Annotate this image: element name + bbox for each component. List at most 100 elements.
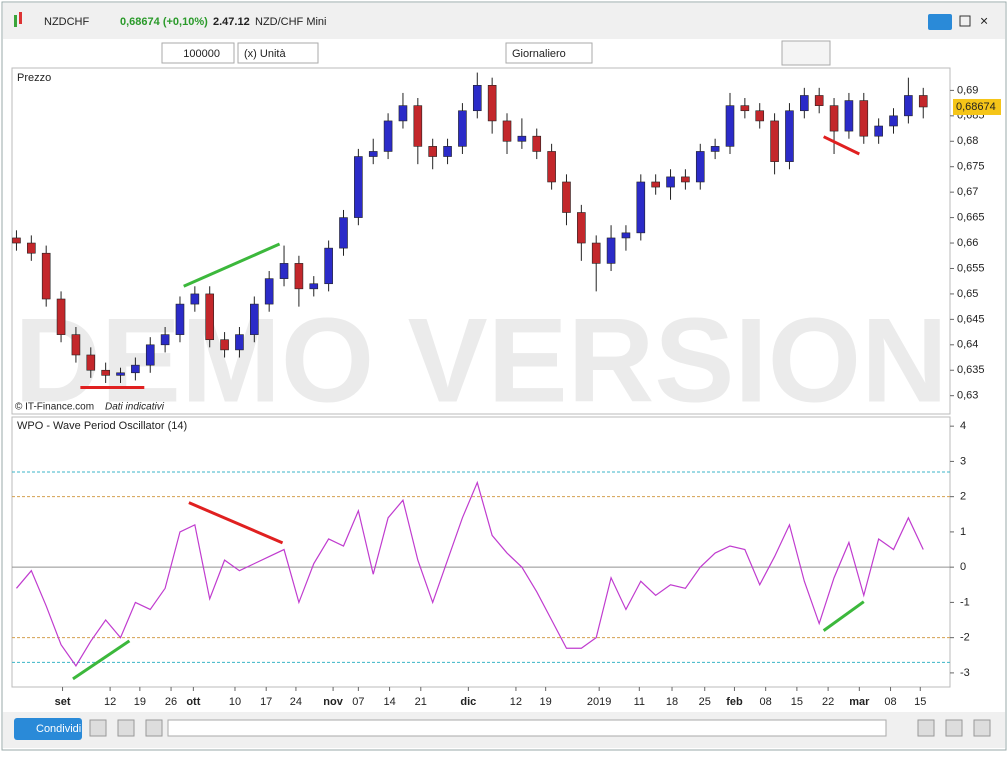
symbol-icon xyxy=(14,15,17,27)
share-button[interactable] xyxy=(14,718,82,740)
candle-body xyxy=(829,105,839,132)
keyboard-button[interactable] xyxy=(928,14,952,30)
candle-body xyxy=(27,242,36,254)
watermark: DEMO VERSION xyxy=(14,294,947,428)
candle-body xyxy=(755,110,765,122)
x-tick-label: 24 xyxy=(290,696,302,708)
x-tick-label: 07 xyxy=(352,696,364,708)
symbol[interactable]: NZDCHF xyxy=(44,16,89,28)
candle-body xyxy=(502,120,512,142)
y-tick-label: 0,68 xyxy=(957,135,978,147)
candle-body xyxy=(190,293,200,305)
share-label: Condividi xyxy=(36,723,81,735)
oscillator-panel xyxy=(11,416,951,688)
candle-body xyxy=(844,100,854,132)
candle-body xyxy=(562,181,571,213)
time: 2.47.12 xyxy=(213,16,250,28)
candle-body xyxy=(368,151,378,157)
x-tick-label: ott xyxy=(186,696,200,708)
quantity-input[interactable] xyxy=(161,42,235,64)
candle-body xyxy=(71,334,81,356)
candle-body xyxy=(666,176,675,188)
candle-body xyxy=(918,95,928,108)
candle-body xyxy=(487,85,497,122)
candle-body xyxy=(250,303,259,335)
panel-title: WPO - Wave Period Oscillator (14) xyxy=(17,420,187,432)
tool-button[interactable] xyxy=(89,719,107,737)
candle-body xyxy=(205,293,215,341)
y-tick-label: 4 xyxy=(960,420,966,432)
tools-button[interactable] xyxy=(781,40,831,66)
candle-body xyxy=(710,146,720,152)
y-tick-label: 0,635 xyxy=(957,364,985,376)
candle-body xyxy=(800,95,809,112)
y-tick-label: -3 xyxy=(960,667,970,679)
y-tick-label: -2 xyxy=(960,632,970,644)
x-tick-label: 25 xyxy=(699,696,711,708)
candle-body xyxy=(175,303,185,335)
tool-button[interactable] xyxy=(117,719,135,737)
x-tick-label: 08 xyxy=(760,696,772,708)
candle-body xyxy=(383,120,393,152)
x-tick-label: 22 xyxy=(822,696,834,708)
restore-button[interactable] xyxy=(959,15,971,27)
x-tick-label: feb xyxy=(726,696,743,708)
trendline xyxy=(822,600,865,632)
panel-title: Prezzo xyxy=(17,72,51,84)
candle-body xyxy=(145,344,155,366)
zoom-button[interactable] xyxy=(917,719,935,737)
price: 0,68674 (+0,10%) xyxy=(120,16,208,28)
x-tick-label: 17 xyxy=(260,696,272,708)
title-bar xyxy=(3,3,1005,39)
candle-body xyxy=(41,252,51,300)
candle-body xyxy=(116,372,125,376)
candle-body xyxy=(770,120,779,162)
x-tick-label: 11 xyxy=(634,696,645,708)
x-tick-label: 15 xyxy=(791,696,803,708)
candle-body xyxy=(814,95,824,106)
trendline xyxy=(72,639,131,681)
period-select[interactable] xyxy=(505,42,593,64)
candle-body xyxy=(517,135,527,142)
candle-body xyxy=(279,263,289,279)
candle-body xyxy=(309,283,319,290)
zoom-button[interactable] xyxy=(945,719,963,737)
candle-body xyxy=(220,339,229,351)
x-tick-label: dic xyxy=(460,696,476,708)
candle-body xyxy=(859,100,869,137)
y-tick-label: 0,665 xyxy=(957,212,985,224)
y-tick-label: 0,64 xyxy=(957,339,978,351)
candle-body xyxy=(472,85,482,112)
y-tick-label: 0,645 xyxy=(957,313,985,325)
candle-body xyxy=(695,151,705,183)
candle-body xyxy=(264,278,274,305)
x-tick-label: nov xyxy=(323,696,343,708)
x-tick-label: 15 xyxy=(914,696,926,708)
x-tick-label: 12 xyxy=(510,696,522,708)
tool-button[interactable] xyxy=(145,719,163,737)
candle-body xyxy=(56,298,66,335)
x-tick-label: 26 xyxy=(165,696,177,708)
candle-body xyxy=(398,105,408,122)
y-tick-label: 3 xyxy=(960,455,966,467)
scrollbar[interactable] xyxy=(167,719,887,737)
x-tick-label: 18 xyxy=(666,696,678,708)
source: © IT-Finance.com xyxy=(15,402,94,413)
candle-body xyxy=(889,115,898,127)
candle-body xyxy=(324,247,333,285)
close-button[interactable]: × xyxy=(980,13,988,29)
x-tick-label: 10 xyxy=(229,696,241,708)
period: Giornaliero xyxy=(512,48,566,60)
last-price-label: 0,68674 xyxy=(956,101,996,113)
candle-body xyxy=(458,110,467,147)
trendline xyxy=(188,501,284,545)
x-tick-label: set xyxy=(55,696,71,708)
y-tick-label: 2 xyxy=(960,491,966,503)
unit-select[interactable] xyxy=(237,42,319,64)
y-tick-label: 0,63 xyxy=(957,390,978,402)
candle-body xyxy=(101,369,110,376)
zoom-button[interactable] xyxy=(973,719,991,737)
x-tick-label: mar xyxy=(849,696,870,708)
candle-body xyxy=(621,232,631,239)
